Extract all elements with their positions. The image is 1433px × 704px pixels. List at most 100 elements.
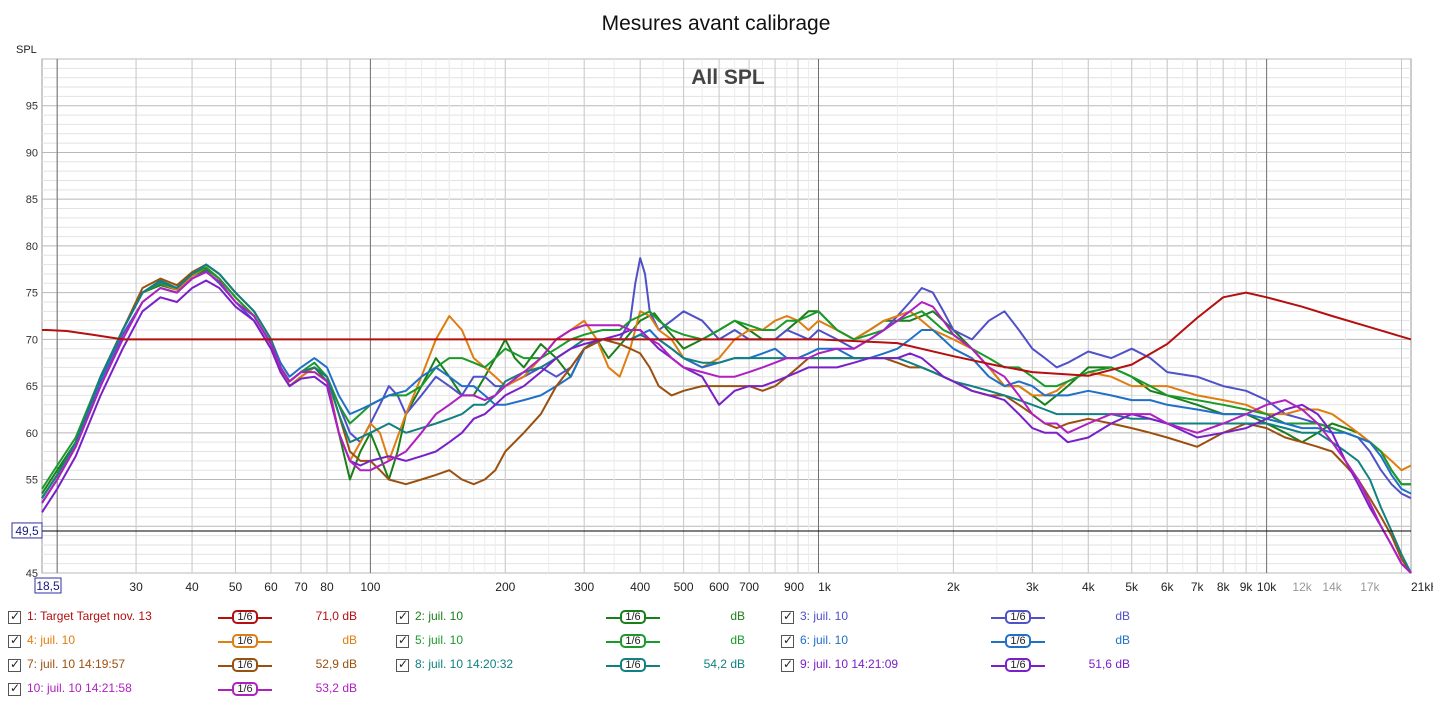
legend-value-10: 53,2 dB [315,681,357,695]
legend-smoothing-button-4[interactable]: 1/6 [218,634,272,650]
legend-checkbox-4[interactable] [8,633,21,648]
legend-checkbox-9[interactable] [781,657,794,672]
y-tick-label: 90 [26,147,38,159]
x-tick-label: 30 [129,580,143,594]
legend-row-4: 4: juil. 10 1/6 dB [6,632,386,652]
y-tick-label: 95 [26,101,38,113]
plot-grid [41,58,1412,574]
legend-value-8: 54,2 dB [703,657,745,671]
x-tick-label: 3k [1026,580,1040,594]
x-tick-label: 21kHz [1411,580,1433,594]
legend-checkbox-10[interactable] [8,681,21,696]
legend-checkbox-2[interactable] [396,609,409,624]
legend-row-3: 3: juil. 10 1/6 dB [779,608,1159,628]
y-tick-label: 60 [26,428,38,440]
legend-row-9: 9: juil. 10 14:21:09 1/6 51,6 dB [779,656,1159,676]
legend-value-4: dB [342,633,357,647]
legend-smoothing-button-1[interactable]: 1/6 [218,610,272,626]
x-tick-label: 300 [574,580,594,594]
x-tick-label: 10k [1257,580,1277,594]
series-line-6 [41,263,1412,499]
x-tick-label: 9k [1240,580,1254,594]
legend-row-10: 10: juil. 10 14:21:58 1/6 53,2 dB [6,680,386,700]
x-axis-ticks: 30 40 50 60 70 80 100 200 300 400 500 600 700 900 1k 2k… [34,577,1433,594]
series-line-9 [41,279,1412,574]
x-tick-label: 40 [185,580,199,594]
legend-label-2: 2: juil. 10 [415,609,464,623]
legend-label-7: 7: juil. 10 14:19:57 [27,657,126,671]
legend-row-5: 5: juil. 10 1/6 dB [394,632,774,652]
x-tick-label: 5k [1125,580,1139,594]
legend-value-7: 52,9 dB [315,657,357,671]
x-tick-label: 17k [1360,580,1380,594]
legend-smoothing-label: 1/6 [620,658,646,672]
series-line-1 [42,291,1412,377]
start-frequency-label: 18,5 [36,579,60,593]
y-tick-label: 55 [26,475,38,487]
legend-smoothing-label: 1/6 [232,610,258,624]
legend-label-9: 9: juil. 10 14:21:09 [800,657,899,671]
legend-checkbox-3[interactable] [781,609,794,624]
legend-smoothing-button-3[interactable]: 1/6 [991,610,1045,626]
legend-smoothing-label: 1/6 [620,634,646,648]
legend-smoothing-button-10[interactable]: 1/6 [218,682,272,698]
legend-row-8: 8: juil. 10 14:20:32 1/6 54,2 dB [394,656,774,676]
legend-label-8: 8: juil. 10 14:20:32 [415,657,514,671]
legend-value-9: 51,6 dB [1088,657,1130,671]
legend-smoothing-label: 1/6 [232,658,258,672]
legend-smoothing-button-8[interactable]: 1/6 [606,658,660,674]
legend-row-7: 7: juil. 10 14:19:57 1/6 52,9 dB [6,656,386,676]
legend-smoothing-button-6[interactable]: 1/6 [991,634,1045,650]
legend-smoothing-label: 1/6 [1005,610,1031,624]
legend-smoothing-label: 1/6 [1005,658,1031,672]
legend-row-2: 2: juil. 10 1/6 dB [394,608,774,628]
chart-title: Mesures avant calibrage [602,12,831,35]
legend-value-3: dB [1115,609,1130,623]
y-tick-label: 85 [26,194,38,206]
legend-label-3: 3: juil. 10 [800,609,849,623]
legend-checkbox-1[interactable] [8,609,21,624]
legend-checkbox-8[interactable] [396,657,409,672]
legend-checkbox-5[interactable] [396,633,409,648]
legend-smoothing-button-7[interactable]: 1/6 [218,658,272,674]
x-tick-label: 700 [739,580,759,594]
x-tick-label: 6k [1161,580,1175,594]
chart-subtitle: All SPL [691,66,765,89]
x-tick-label: 900 [784,580,804,594]
x-tick-label: 60 [264,580,278,594]
y-tick-label: 70 [26,334,38,346]
x-tick-label: 80 [320,580,334,594]
x-tick-label: 12k [1292,580,1312,594]
x-tick-label: 200 [495,580,515,594]
legend-smoothing-button-2[interactable]: 1/6 [606,610,660,626]
legend-value-2: dB [730,609,745,623]
x-tick-label: 14k [1322,580,1342,594]
x-tick-label: 100 [360,580,380,594]
series-layer [41,257,1412,574]
level-cursor: 49,5 [11,522,1411,539]
legend-checkbox-6[interactable] [781,633,794,648]
legend-value-1: 71,0 dB [315,609,357,623]
legend-smoothing-label: 1/6 [232,682,258,696]
x-tick-label: 8k [1217,580,1231,594]
legend-smoothing-button-9[interactable]: 1/6 [991,658,1045,674]
y-axis-label: SPL [16,44,37,56]
legend-value-5: dB [730,633,745,647]
x-tick-label: 600 [709,580,729,594]
legend-smoothing-label: 1/6 [620,610,646,624]
legend-smoothing-button-5[interactable]: 1/6 [606,634,660,650]
legend-value-6: dB [1115,633,1130,647]
y-tick-label: 45 [26,568,38,580]
start-frequency-box [34,577,62,594]
legend-checkbox-7[interactable] [8,657,21,672]
legend-smoothing-label: 1/6 [232,634,258,648]
y-tick-label: 75 [26,288,38,300]
x-tick-label: 1k [818,580,832,594]
x-tick-label: 70 [294,580,308,594]
series-line-10 [41,271,1412,574]
y-axis-ticks: 95 90 85 80 75 70 65 60 55 45 [26,101,38,580]
legend-row-1: 1: Target Target nov. 13 1/6 71,0 dB [6,608,386,628]
y-tick-label: 80 [26,241,38,253]
x-tick-label: 500 [674,580,694,594]
x-tick-label: 7k [1191,580,1205,594]
